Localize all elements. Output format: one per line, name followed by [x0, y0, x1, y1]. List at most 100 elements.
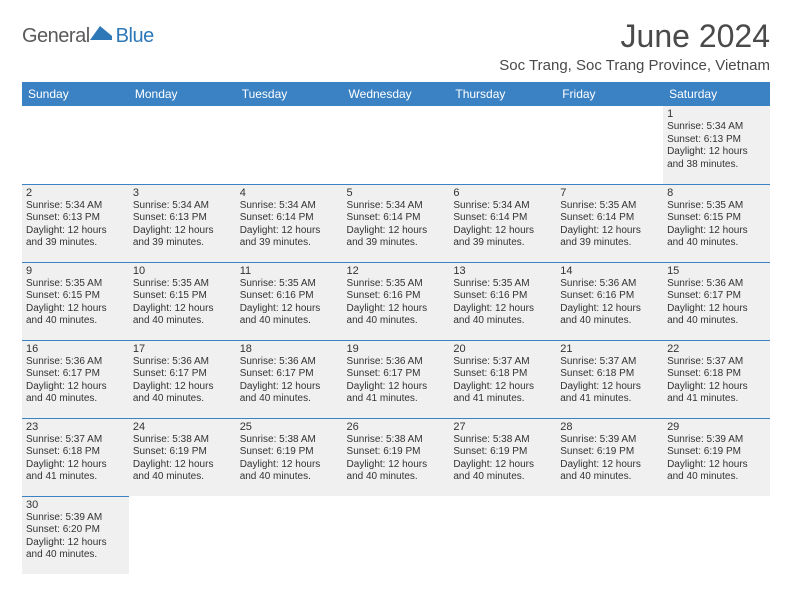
calendar-cell: 3Sunrise: 5:34 AMSunset: 6:13 PMDaylight… — [129, 184, 236, 262]
sunrise-line: Sunrise: 5:38 AM — [347, 434, 446, 447]
sunset-line: Sunset: 6:13 PM — [667, 134, 766, 147]
calendar-cell — [663, 496, 770, 574]
day-number: 19 — [347, 343, 446, 355]
sunrise-line: Sunrise: 5:34 AM — [453, 200, 552, 213]
day-number: 12 — [347, 265, 446, 277]
sunrise-line: Sunrise: 5:34 AM — [26, 200, 125, 213]
daylight-line: Daylight: 12 hours and 40 minutes. — [453, 303, 552, 328]
weekday-header: Tuesday — [236, 82, 343, 106]
sunset-line: Sunset: 6:17 PM — [240, 368, 339, 381]
sunset-line: Sunset: 6:20 PM — [26, 524, 125, 537]
day-number: 24 — [133, 421, 232, 433]
sunrise-line: Sunrise: 5:39 AM — [667, 434, 766, 447]
location-text: Soc Trang, Soc Trang Province, Vietnam — [499, 57, 770, 74]
sunset-line: Sunset: 6:16 PM — [560, 290, 659, 303]
sunset-line: Sunset: 6:13 PM — [133, 212, 232, 225]
sunset-line: Sunset: 6:17 PM — [26, 368, 125, 381]
day-number: 26 — [347, 421, 446, 433]
calendar-cell — [236, 496, 343, 574]
logo-text-general: General — [22, 25, 90, 48]
sunrise-line: Sunrise: 5:36 AM — [347, 356, 446, 369]
header: General Blue June 2024 Soc Trang, Soc Tr… — [22, 18, 770, 74]
calendar-cell: 16Sunrise: 5:36 AMSunset: 6:17 PMDayligh… — [22, 340, 129, 418]
sunset-line: Sunset: 6:17 PM — [667, 290, 766, 303]
sunrise-line: Sunrise: 5:35 AM — [26, 278, 125, 291]
sunset-line: Sunset: 6:18 PM — [26, 446, 125, 459]
calendar-cell — [343, 496, 450, 574]
sunrise-line: Sunrise: 5:39 AM — [26, 512, 125, 525]
calendar-cell: 21Sunrise: 5:37 AMSunset: 6:18 PMDayligh… — [556, 340, 663, 418]
sunrise-line: Sunrise: 5:38 AM — [133, 434, 232, 447]
sunrise-line: Sunrise: 5:35 AM — [667, 200, 766, 213]
calendar-row: 9Sunrise: 5:35 AMSunset: 6:15 PMDaylight… — [22, 262, 770, 340]
daylight-line: Daylight: 12 hours and 40 minutes. — [667, 459, 766, 484]
calendar-row: 23Sunrise: 5:37 AMSunset: 6:18 PM Dayligh… — [22, 418, 770, 496]
logo-mark-icon — [90, 24, 114, 40]
calendar-cell: 22Sunrise: 5:37 AMSunset: 6:18 PMDayligh… — [663, 340, 770, 418]
calendar-row: 30Sunrise: 5:39 AMSunset: 6:20 PMDayligh… — [22, 496, 770, 574]
sunrise-line: Sunrise: 5:37 AM — [26, 434, 125, 447]
day-number: 6 — [453, 187, 552, 199]
calendar-cell — [343, 106, 450, 184]
day-number: 25 — [240, 421, 339, 433]
day-number: 13 — [453, 265, 552, 277]
calendar-cell: 12Sunrise: 5:35 AMSunset: 6:16 PMDayligh… — [343, 262, 450, 340]
sunrise-line: Sunrise: 5:35 AM — [453, 278, 552, 291]
daylight-line: Daylight: 12 hours and 39 minutes. — [26, 225, 125, 250]
calendar-cell — [129, 496, 236, 574]
calendar-cell: 10Sunrise: 5:35 AMSunset: 6:15 PMDayligh… — [129, 262, 236, 340]
calendar-cell: 4Sunrise: 5:34 AMSunset: 6:14 PMDaylight… — [236, 184, 343, 262]
daylight-line: Daylight: 12 hours and 40 minutes. — [133, 459, 232, 484]
day-number: 10 — [133, 265, 232, 277]
calendar-cell: 7Sunrise: 5:35 AMSunset: 6:14 PMDaylight… — [556, 184, 663, 262]
day-number: 23 — [26, 421, 125, 433]
daylight-line: Daylight: 12 hours and 39 minutes. — [560, 225, 659, 250]
calendar-cell — [236, 106, 343, 184]
sunrise-line: Sunrise: 5:36 AM — [26, 356, 125, 369]
logo-text-blue: Blue — [116, 25, 154, 48]
calendar-cell: 25Sunrise: 5:38 AMSunset: 6:19 PMDayligh… — [236, 418, 343, 496]
weekday-header: Sunday — [22, 82, 129, 106]
sunrise-line: Sunrise: 5:34 AM — [667, 121, 766, 134]
title-block: June 2024 Soc Trang, Soc Trang Province,… — [499, 18, 770, 74]
calendar-cell: 13Sunrise: 5:35 AMSunset: 6:16 PMDayligh… — [449, 262, 556, 340]
day-number: 7 — [560, 187, 659, 199]
day-number: 2 — [26, 187, 125, 199]
calendar-body: 1Sunrise: 5:34 AMSunset: 6:13 PMDaylight… — [22, 106, 770, 574]
daylight-line: Daylight: 12 hours and 40 minutes. — [240, 459, 339, 484]
sunset-line: Sunset: 6:15 PM — [667, 212, 766, 225]
day-number: 9 — [26, 265, 125, 277]
sunset-line: Sunset: 6:13 PM — [26, 212, 125, 225]
day-number: 20 — [453, 343, 552, 355]
weekday-header: Friday — [556, 82, 663, 106]
calendar-cell: 30Sunrise: 5:39 AMSunset: 6:20 PMDayligh… — [22, 496, 129, 574]
weekday-header-row: SundayMondayTuesdayWednesdayThursdayFrid… — [22, 82, 770, 106]
sunrise-line: Sunrise: 5:35 AM — [133, 278, 232, 291]
sunrise-line: Sunrise: 5:36 AM — [133, 356, 232, 369]
calendar-cell: 6Sunrise: 5:34 AMSunset: 6:14 PMDaylight… — [449, 184, 556, 262]
sunrise-line: Sunrise: 5:36 AM — [240, 356, 339, 369]
daylight-line: Daylight: 12 hours and 39 minutes. — [240, 225, 339, 250]
sunset-line: Sunset: 6:19 PM — [133, 446, 232, 459]
day-number: 16 — [26, 343, 125, 355]
calendar-cell: 1Sunrise: 5:34 AMSunset: 6:13 PMDaylight… — [663, 106, 770, 184]
sunrise-line: Sunrise: 5:36 AM — [667, 278, 766, 291]
sunset-line: Sunset: 6:16 PM — [453, 290, 552, 303]
logo: General Blue — [22, 24, 154, 48]
calendar-cell: 15Sunrise: 5:36 AMSunset: 6:17 PMDayligh… — [663, 262, 770, 340]
sunrise-line: Sunrise: 5:34 AM — [240, 200, 339, 213]
calendar-cell: 5Sunrise: 5:34 AMSunset: 6:14 PMDaylight… — [343, 184, 450, 262]
daylight-line: Daylight: 12 hours and 38 minutes. — [667, 146, 766, 171]
calendar-cell: 8Sunrise: 5:35 AMSunset: 6:15 PMDaylight… — [663, 184, 770, 262]
sunset-line: Sunset: 6:19 PM — [560, 446, 659, 459]
calendar-cell: 14Sunrise: 5:36 AMSunset: 6:16 PMDayligh… — [556, 262, 663, 340]
calendar-cell — [22, 106, 129, 184]
sunrise-line: Sunrise: 5:39 AM — [560, 434, 659, 447]
sunset-line: Sunset: 6:15 PM — [26, 290, 125, 303]
day-number: 4 — [240, 187, 339, 199]
sunrise-line: Sunrise: 5:35 AM — [240, 278, 339, 291]
calendar-cell: 2Sunrise: 5:34 AMSunset: 6:13 PMDaylight… — [22, 184, 129, 262]
calendar-cell: 28Sunrise: 5:39 AMSunset: 6:19 PMDayligh… — [556, 418, 663, 496]
daylight-line: Daylight: 12 hours and 39 minutes. — [347, 225, 446, 250]
day-number: 22 — [667, 343, 766, 355]
